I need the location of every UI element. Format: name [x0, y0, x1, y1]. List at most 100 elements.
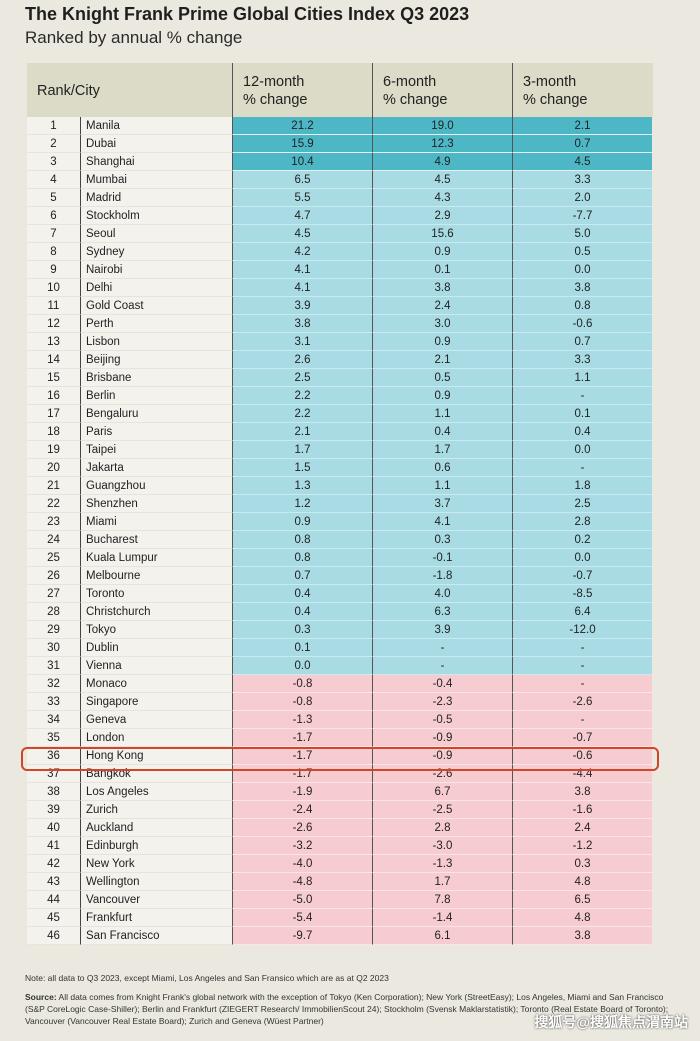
change-12m-cell: 3.8: [232, 315, 372, 333]
change-6m-cell: -2.5: [372, 801, 512, 819]
city-cell: Dublin: [80, 639, 232, 657]
change-6m-cell: 3.9: [372, 621, 512, 639]
change-3m-cell: 1.1: [512, 369, 652, 387]
city-cell: Jakarta: [80, 459, 232, 477]
change-6m-cell: 0.6: [372, 459, 512, 477]
rank-cell: 39: [27, 801, 80, 819]
change-3m-cell: -: [512, 639, 652, 657]
rank-cell: 29: [27, 621, 80, 639]
change-3m-cell: 3.3: [512, 351, 652, 369]
rank-cell: 45: [27, 909, 80, 927]
change-12m-cell: -1.7: [232, 729, 372, 747]
header-6-month: 6-month % change: [372, 63, 512, 117]
city-cell: Vancouver: [80, 891, 232, 909]
change-12m-cell: 1.2: [232, 495, 372, 513]
change-12m-cell: 4.1: [232, 261, 372, 279]
rank-cell: 7: [27, 225, 80, 243]
city-cell: Delhi: [80, 279, 232, 297]
change-6m-cell: 1.1: [372, 405, 512, 423]
change-6m-cell: 19.0: [372, 117, 512, 135]
header-line: 12-month: [243, 74, 305, 90]
change-6m-cell: 2.9: [372, 207, 512, 225]
change-6m-cell: 1.7: [372, 873, 512, 891]
change-12m-cell: 0.3: [232, 621, 372, 639]
table-row: 1 Manila 21.2 19.0 2.1: [27, 117, 653, 135]
change-6m-cell: 3.8: [372, 279, 512, 297]
rank-cell: 14: [27, 351, 80, 369]
change-6m-cell: -1.3: [372, 855, 512, 873]
table-row: 27 Toronto 0.4 4.0 -8.5: [27, 585, 653, 603]
rank-cell: 38: [27, 783, 80, 801]
change-6m-cell: 3.7: [372, 495, 512, 513]
rank-cell: 42: [27, 855, 80, 873]
change-6m-cell: -: [372, 657, 512, 675]
change-6m-cell: -1.4: [372, 909, 512, 927]
rank-cell: 17: [27, 405, 80, 423]
change-12m-cell: 3.9: [232, 297, 372, 315]
table-row: 9 Nairobi 4.1 0.1 0.0: [27, 261, 653, 279]
city-cell: Wellington: [80, 873, 232, 891]
table-row: 26 Melbourne 0.7 -1.8 -0.7: [27, 567, 653, 585]
change-12m-cell: 0.7: [232, 567, 372, 585]
rank-cell: 2: [27, 135, 80, 153]
change-3m-cell: -: [512, 711, 652, 729]
change-12m-cell: -5.0: [232, 891, 372, 909]
source-text: All data comes from Knight Frank's globa…: [25, 992, 669, 1026]
header-line: % change: [523, 92, 588, 108]
city-cell: Monaco: [80, 675, 232, 693]
table-row: 25 Kuala Lumpur 0.8 -0.1 0.0: [27, 549, 653, 567]
change-6m-cell: 4.9: [372, 153, 512, 171]
rank-cell: 36: [27, 747, 80, 765]
header-rank-city: Rank/City: [37, 83, 100, 99]
change-12m-cell: 0.4: [232, 603, 372, 621]
change-12m-cell: 3.1: [232, 333, 372, 351]
city-cell: Beijing: [80, 351, 232, 369]
city-cell: Frankfurt: [80, 909, 232, 927]
change-12m-cell: 0.0: [232, 657, 372, 675]
change-6m-cell: -0.1: [372, 549, 512, 567]
change-12m-cell: 1.3: [232, 477, 372, 495]
table-row: 28 Christchurch 0.4 6.3 6.4: [27, 603, 653, 621]
change-6m-cell: 3.0: [372, 315, 512, 333]
change-12m-cell: 4.2: [232, 243, 372, 261]
change-3m-cell: -1.6: [512, 801, 652, 819]
change-3m-cell: -: [512, 657, 652, 675]
city-cell: Vienna: [80, 657, 232, 675]
table-row: 31 Vienna 0.0- -: [27, 657, 653, 675]
rank-cell: 40: [27, 819, 80, 837]
city-cell: Tokyo: [80, 621, 232, 639]
change-3m-cell: 0.8: [512, 297, 652, 315]
change-3m-cell: 0.2: [512, 531, 652, 549]
rank-cell: 13: [27, 333, 80, 351]
rank-cell: 12: [27, 315, 80, 333]
change-3m-cell: 4.8: [512, 909, 652, 927]
change-12m-cell: -1.3: [232, 711, 372, 729]
table-row: 12 Perth 3.8 3.0 -0.6: [27, 315, 653, 333]
city-cell: Bengaluru: [80, 405, 232, 423]
change-12m-cell: -3.2: [232, 837, 372, 855]
change-3m-cell: -0.7: [512, 729, 652, 747]
rank-cell: 23: [27, 513, 80, 531]
rank-cell: 31: [27, 657, 80, 675]
city-cell: Edinburgh: [80, 837, 232, 855]
change-6m-cell: 0.9: [372, 387, 512, 405]
table-row: 11 Gold Coast 3.9 2.4 0.8: [27, 297, 653, 315]
change-6m-cell: 0.9: [372, 333, 512, 351]
change-12m-cell: 0.4: [232, 585, 372, 603]
rank-cell: 25: [27, 549, 80, 567]
change-3m-cell: 0.0: [512, 261, 652, 279]
header-line: 6-month: [383, 74, 437, 90]
rank-cell: 24: [27, 531, 80, 549]
table-row: 38 Los Angeles -1.9 6.7 3.8: [27, 783, 653, 801]
city-cell: Auckland: [80, 819, 232, 837]
watermark: 搜狐号@搜狐焦点渭南站: [534, 1014, 688, 1030]
table-row: 7 Seoul 4.5 15.6 5.0: [27, 225, 653, 243]
change-6m-cell: 2.1: [372, 351, 512, 369]
change-6m-cell: -0.9: [372, 729, 512, 747]
rank-cell: 43: [27, 873, 80, 891]
change-3m-cell: -1.2: [512, 837, 652, 855]
city-cell: Hong Kong: [80, 747, 232, 765]
change-12m-cell: 0.1: [232, 639, 372, 657]
change-3m-cell: -7.7: [512, 207, 652, 225]
city-cell: Shenzhen: [80, 495, 232, 513]
